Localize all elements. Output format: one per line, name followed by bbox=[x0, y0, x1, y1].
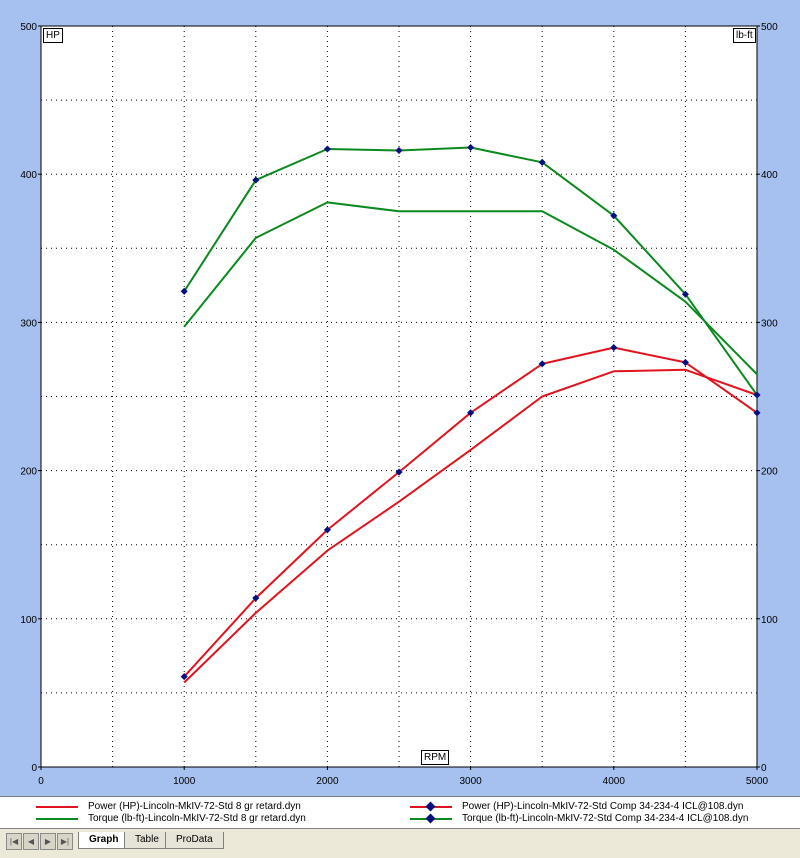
first-sheet-button[interactable]: |◀ bbox=[6, 833, 22, 850]
data-point-marker bbox=[610, 212, 618, 220]
y-tick-label-right: 500 bbox=[761, 22, 778, 33]
y-tick-label-left: 0 bbox=[31, 763, 37, 774]
series-line-1 bbox=[183, 201, 758, 376]
legend-item: Torque (lb-ft)-Lincoln-MkIV-72-Std Comp … bbox=[410, 812, 790, 826]
legend-marker-icon bbox=[425, 801, 436, 812]
x-tick-label: 5000 bbox=[746, 776, 769, 787]
chart-frame: 0 0 100 100 200 200 300 300 400 400 500 500 0 1000 200… bbox=[0, 0, 800, 826]
data-point-marker bbox=[395, 468, 403, 476]
x-tick-label: 2000 bbox=[316, 776, 339, 787]
x-tick-label: 1000 bbox=[173, 776, 196, 787]
right-axis-label: lb-ft bbox=[733, 28, 756, 43]
data-point-marker bbox=[323, 145, 331, 153]
legend-label: Power (HP)-Lincoln-MkIV-72-Std 8 gr reta… bbox=[88, 801, 301, 812]
data-point-marker bbox=[681, 358, 689, 366]
y-tick-label-right: 200 bbox=[761, 467, 778, 478]
data-point-marker bbox=[753, 391, 761, 399]
legend-label: Torque (lb-ft)-Lincoln-MkIV-72-Std 8 gr … bbox=[88, 813, 306, 824]
data-point-marker bbox=[252, 176, 260, 184]
prev-sheet-button[interactable]: ◀ bbox=[23, 833, 39, 850]
tab-table[interactable]: Table bbox=[124, 832, 170, 849]
sheet-tab-bar: |◀ ◀ ▶ ▶| Graph Table ProData bbox=[0, 828, 800, 858]
x-axis-label: RPM bbox=[421, 750, 450, 765]
y-tick-label-left: 300 bbox=[20, 318, 37, 329]
data-point-marker bbox=[395, 146, 403, 155]
legend-item: Power (HP)-Lincoln-MkIV-72-Std Comp 34-2… bbox=[410, 800, 790, 814]
data-point-marker bbox=[538, 360, 546, 368]
y-tick-label-right: 0 bbox=[761, 763, 767, 774]
x-tick-label: 4000 bbox=[603, 776, 626, 787]
y-tick-label-left: 200 bbox=[20, 467, 37, 478]
series-line-0 bbox=[183, 368, 758, 684]
data-point-marker bbox=[252, 594, 260, 602]
tab-prodata[interactable]: ProData bbox=[165, 832, 224, 849]
data-point-marker bbox=[323, 526, 331, 534]
data-point-marker bbox=[538, 158, 546, 166]
y-tick-label-right: 400 bbox=[761, 170, 778, 181]
last-sheet-button[interactable]: ▶| bbox=[57, 833, 73, 850]
y-tick-label-right: 100 bbox=[761, 615, 778, 626]
y-tick-label-left: 400 bbox=[20, 170, 37, 181]
legend-marker-icon bbox=[425, 813, 436, 824]
legend-label: Power (HP)-Lincoln-MkIV-72-Std Comp 34-2… bbox=[462, 801, 744, 812]
data-point-marker bbox=[467, 409, 475, 417]
legend-item: Power (HP)-Lincoln-MkIV-72-Std 8 gr reta… bbox=[36, 800, 356, 814]
data-point-marker bbox=[753, 409, 761, 417]
legend-swatch bbox=[36, 806, 78, 808]
left-axis-label: HP bbox=[43, 28, 63, 43]
y-tick-label-left: 500 bbox=[20, 22, 37, 33]
data-point-marker bbox=[180, 673, 188, 681]
y-tick-label-right: 300 bbox=[761, 318, 778, 329]
legend: Power (HP)-Lincoln-MkIV-72-Std 8 gr reta… bbox=[0, 796, 800, 827]
next-sheet-button[interactable]: ▶ bbox=[40, 833, 56, 850]
legend-label: Torque (lb-ft)-Lincoln-MkIV-72-Std Comp … bbox=[462, 813, 749, 824]
data-point-marker bbox=[180, 287, 188, 295]
data-point-marker bbox=[681, 290, 689, 298]
tab-graph[interactable]: Graph bbox=[78, 832, 130, 849]
data-point-marker bbox=[610, 344, 618, 352]
x-tick-label: 3000 bbox=[459, 776, 482, 787]
legend-swatch bbox=[36, 818, 78, 820]
legend-item: Torque (lb-ft)-Lincoln-MkIV-72-Std 8 gr … bbox=[36, 812, 356, 826]
x-tick-label: 0 bbox=[38, 776, 44, 787]
data-point-marker bbox=[467, 143, 475, 152]
y-tick-label-left: 100 bbox=[20, 615, 37, 626]
